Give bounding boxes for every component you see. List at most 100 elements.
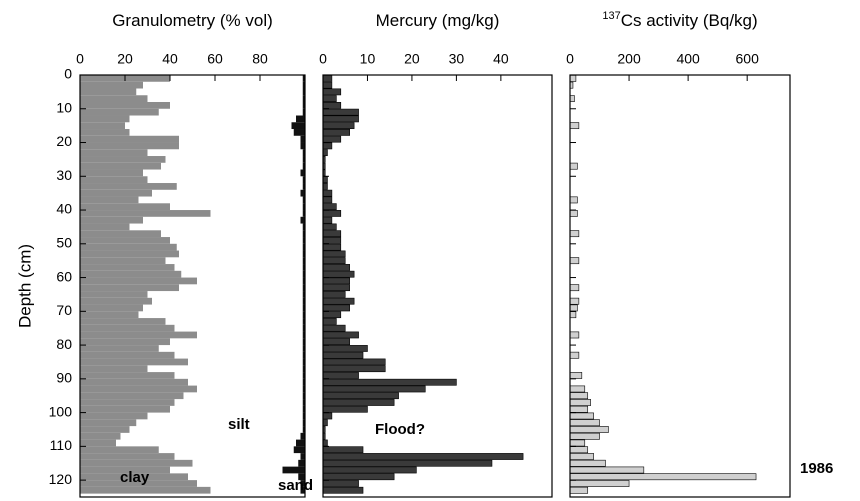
panel-title: 137Cs activity (Bq/kg) [602, 10, 757, 31]
bar [80, 486, 211, 494]
bar [322, 108, 359, 116]
bar [80, 189, 152, 197]
annotation: 1986 [800, 460, 833, 477]
bar [302, 237, 305, 244]
bar [80, 162, 161, 170]
bar [569, 351, 580, 359]
bar [302, 95, 305, 103]
y-tick-label: 60 [56, 268, 72, 284]
bar [80, 216, 143, 224]
bar [302, 156, 305, 163]
bar [569, 75, 577, 82]
bar [322, 466, 417, 474]
bar [300, 453, 305, 460]
bar [302, 311, 305, 319]
bar [569, 385, 586, 393]
bar [302, 223, 305, 231]
bar [300, 216, 305, 224]
bar [322, 459, 493, 467]
bar [322, 243, 342, 251]
bar [80, 297, 152, 305]
bar [80, 378, 188, 386]
bar [302, 392, 305, 400]
bar [80, 480, 197, 487]
plot-frame [569, 74, 791, 498]
bar [80, 405, 170, 413]
bar [80, 473, 188, 481]
bar [80, 304, 143, 312]
bar [302, 230, 305, 238]
bar [569, 412, 594, 420]
bar [322, 291, 346, 298]
bar [322, 135, 342, 143]
bar [322, 257, 346, 265]
bar [302, 291, 305, 298]
bar [302, 297, 305, 305]
bar [80, 142, 179, 150]
bar [296, 439, 305, 447]
bar [80, 223, 130, 231]
bar [302, 405, 305, 413]
bar [80, 331, 197, 339]
bar [302, 331, 305, 339]
bar [322, 81, 333, 89]
bar [80, 291, 148, 298]
bar [322, 446, 364, 454]
title-text: Cs activity (Bq/kg) [621, 11, 758, 30]
x-tick-label: 20 [404, 51, 420, 67]
bar [322, 412, 333, 420]
bar [569, 257, 580, 265]
bar [80, 358, 188, 366]
bar [322, 75, 333, 82]
bar [80, 345, 159, 352]
y-tick-label: 90 [56, 370, 72, 386]
bar [322, 223, 337, 231]
bar [80, 277, 197, 285]
bar [569, 419, 600, 427]
bar [302, 385, 305, 393]
bar [298, 473, 305, 481]
bar [322, 439, 328, 447]
bar [293, 129, 305, 136]
bar [302, 250, 305, 258]
bar [80, 237, 170, 244]
bar [80, 108, 159, 116]
bar [569, 372, 583, 379]
bar [322, 338, 350, 346]
bar [302, 108, 305, 116]
bar [80, 257, 166, 265]
y-tick-label: 100 [49, 403, 73, 419]
bar [302, 304, 305, 312]
bar [80, 95, 148, 103]
bar [322, 142, 333, 150]
bar [322, 237, 342, 244]
bar [80, 264, 175, 271]
bar [322, 102, 342, 109]
x-tick-label: 600 [736, 51, 760, 67]
bar [80, 81, 143, 89]
bar [80, 459, 193, 467]
bar [322, 311, 342, 319]
bar [302, 149, 305, 157]
bar [569, 426, 609, 433]
bar [302, 372, 305, 379]
bar [322, 480, 359, 487]
bar [302, 243, 305, 251]
bar [322, 372, 359, 379]
bar [322, 196, 333, 204]
y-tick-label: 10 [56, 99, 72, 115]
bar [569, 297, 580, 305]
bar [322, 419, 328, 427]
bar [302, 162, 305, 170]
panel-title: Mercury (mg/kg) [376, 11, 500, 30]
bar [302, 378, 305, 386]
bar [569, 95, 575, 103]
bar [80, 196, 139, 204]
plot-frame [79, 74, 306, 498]
bar [80, 129, 130, 136]
bar [322, 230, 342, 238]
bar [322, 210, 342, 217]
bar [569, 122, 580, 130]
x-tick-label: 60 [207, 51, 223, 67]
bar [322, 129, 350, 136]
